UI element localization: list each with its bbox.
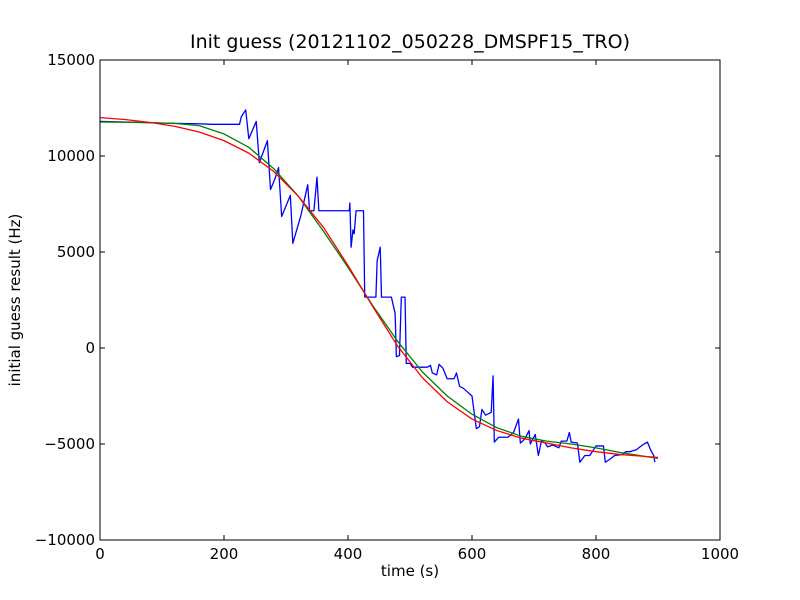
y-tick-label: 5000 [57, 243, 95, 261]
y-axis-label: initial guess result (Hz) [6, 214, 24, 387]
y-tick-label: 0 [85, 339, 95, 357]
series-line-1 [99, 109, 656, 463]
x-tick-label: 400 [334, 545, 363, 563]
y-tick-label: −5000 [44, 435, 95, 453]
y-tick-label: 15000 [47, 51, 95, 69]
x-axis-ticks: 0 200 400 600 800 1000 [95, 60, 739, 563]
plot-frame [99, 59, 721, 541]
x-tick-label: 0 [95, 545, 105, 563]
x-axis-label: time (s) [381, 562, 439, 580]
y-axis-ticks: −10000 −5000 0 5000 10000 15000 [35, 51, 720, 549]
series-line-2 [99, 121, 659, 460]
series-line-3 [99, 116, 659, 459]
chart-title: Init guess (20121102_050228_DMSPF15_TRO) [190, 31, 630, 53]
plot-area [100, 60, 720, 540]
x-tick-label: 800 [582, 545, 611, 563]
y-tick-label: −10000 [35, 531, 95, 549]
y-tick-label: 10000 [47, 147, 95, 165]
x-tick-label: 200 [210, 545, 239, 563]
x-tick-label: 1000 [701, 545, 739, 563]
series-layer [99, 109, 659, 463]
x-tick-label: 600 [458, 545, 487, 563]
